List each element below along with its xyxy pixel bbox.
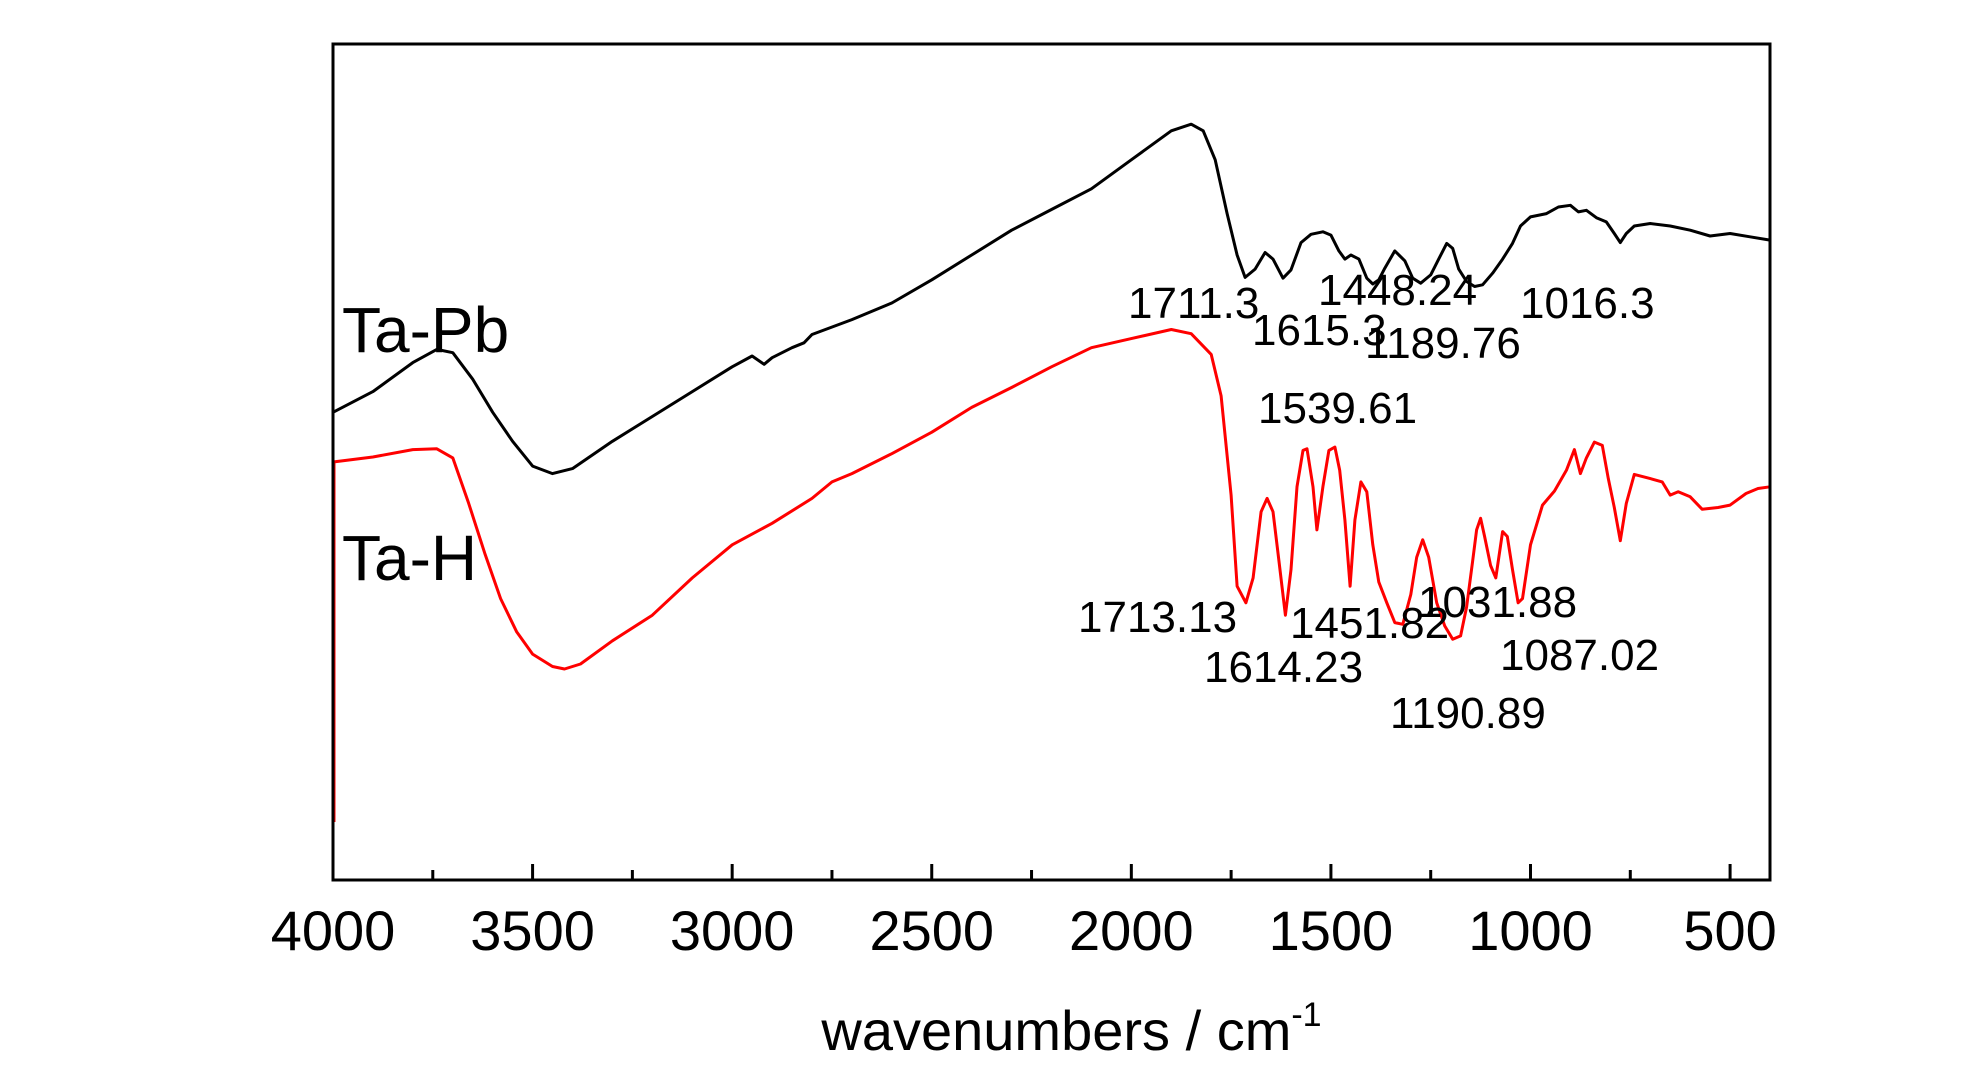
x-tick-label: 1500 (1269, 899, 1394, 962)
peak-label: 1451.82 (1290, 599, 1449, 648)
peak-label: 1016.3 (1520, 279, 1655, 328)
x-axis-title: wavenumbers / cm-1 (820, 996, 1321, 1062)
x-axis-ticks: 4000 3500 3000 2500 2000 1500 1000 500 (271, 864, 1777, 962)
x-tick-label: 2500 (869, 899, 994, 962)
series-layer (332, 122, 1771, 822)
peak-label: 1615.3 (1252, 306, 1387, 355)
x-tick-label: 2000 (1069, 899, 1194, 962)
series-label: Ta-Pb (342, 294, 509, 366)
peak-label: 1031.88 (1418, 578, 1577, 627)
series-line-ta-pb (332, 122, 1771, 476)
x-axis-title-text: wavenumbers / cm (820, 999, 1291, 1062)
x-tick-label: 3500 (470, 899, 595, 962)
x-tick-label: 3000 (670, 899, 795, 962)
peak-label: 1189.76 (1365, 319, 1521, 368)
peak-label: 1087.02 (1500, 631, 1659, 680)
peak-label: 1539.61 (1258, 384, 1417, 433)
peak-label: 1448.24 (1318, 266, 1477, 315)
x-tick-label: 500 (1683, 899, 1776, 962)
x-axis-title-superscript: -1 (1291, 996, 1321, 1034)
plot-frame (331, 42, 1772, 882)
x-tick-label: 1000 (1468, 899, 1593, 962)
series-labels: Ta-Pb Ta-H (342, 294, 509, 594)
peak-label: 1190.89 (1390, 689, 1546, 738)
series-line-ta-h (332, 328, 1771, 671)
peak-label: 1713.13 (1078, 593, 1237, 642)
series-label: Ta-H (342, 522, 477, 594)
peak-label: 1711.3 (1128, 279, 1259, 328)
x-tick-label: 4000 (271, 899, 396, 962)
peak-label: 1614.23 (1204, 643, 1363, 692)
